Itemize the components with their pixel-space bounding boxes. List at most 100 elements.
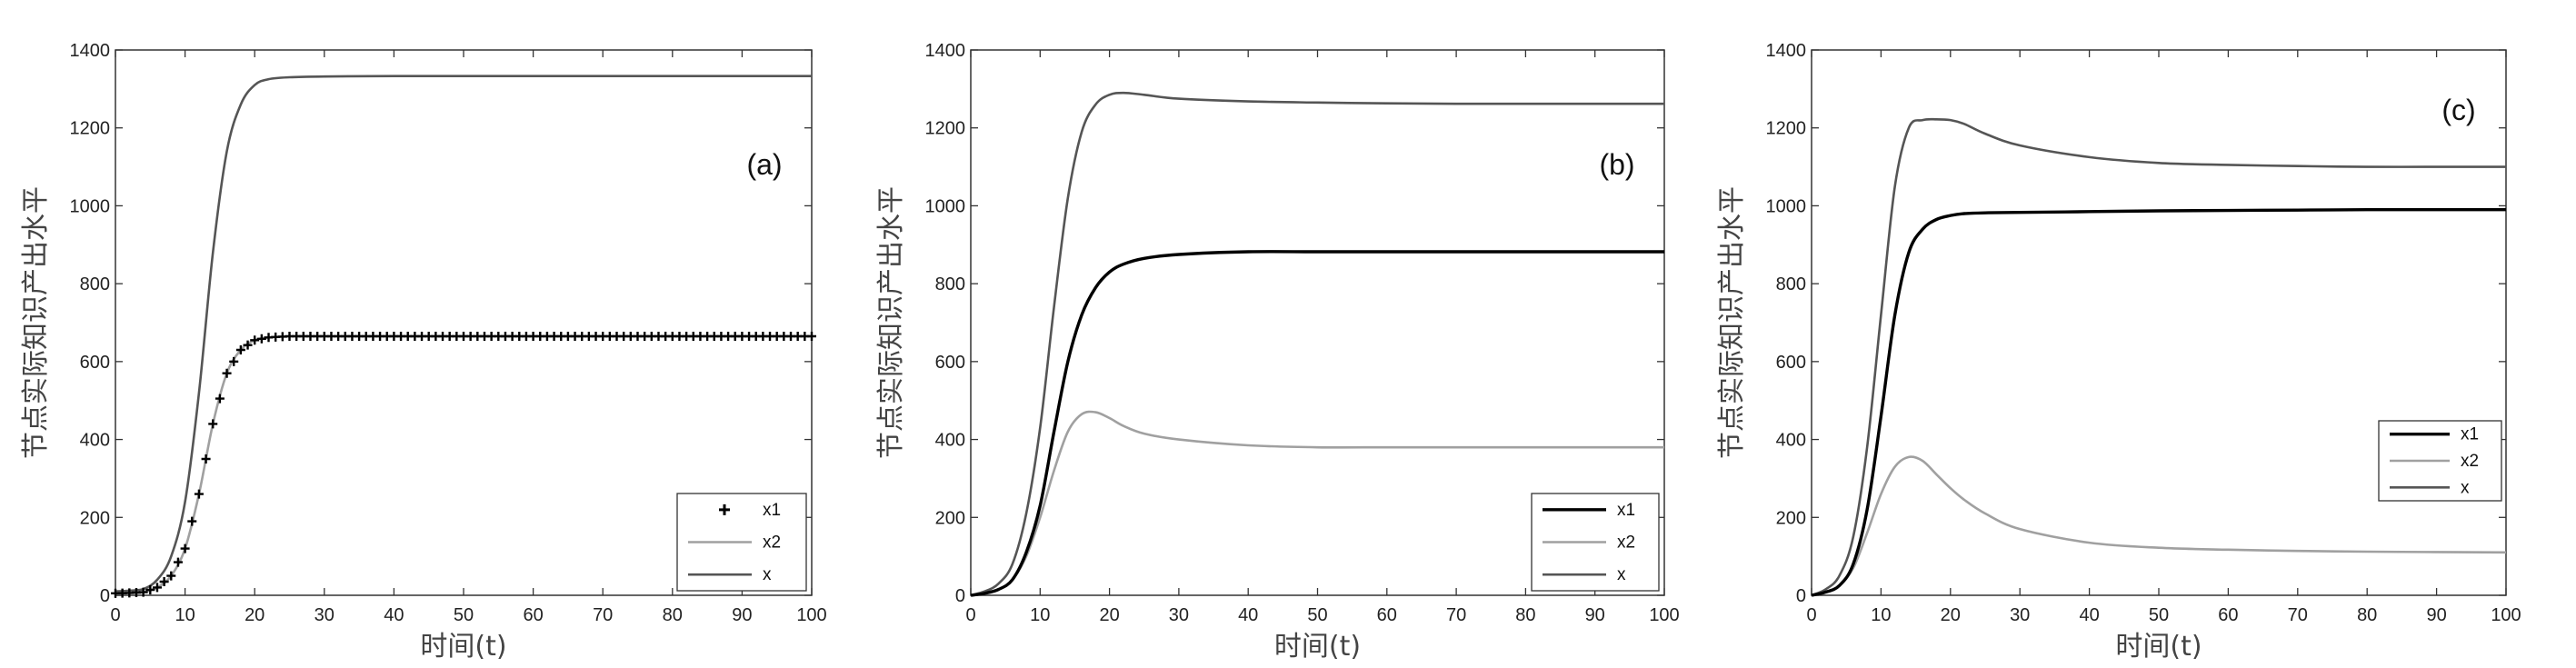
panel-label: (b) xyxy=(1599,148,1634,181)
x-tick-label: 70 xyxy=(1446,605,1466,625)
legend: x1 x2 x xyxy=(1531,493,1660,592)
data-point xyxy=(173,557,183,567)
x-tick-label: 20 xyxy=(1099,605,1119,625)
y-tick-label: 0 xyxy=(100,586,110,606)
legend-label-x: x xyxy=(1617,565,1626,584)
data-point xyxy=(807,332,816,341)
x-tick-label: 60 xyxy=(2218,605,2238,625)
x-axis-label: 时间(t) xyxy=(1274,631,1361,663)
y-tick-label: 1000 xyxy=(70,196,111,216)
legend-label-x2: x2 xyxy=(2461,452,2479,471)
y-tick-label: 1400 xyxy=(925,41,966,61)
series-line xyxy=(970,91,1664,597)
y-tick-label: 200 xyxy=(80,508,110,528)
x-tick-label: 90 xyxy=(1585,605,1605,625)
x-tick-label: 90 xyxy=(2426,605,2446,625)
x-tick-label: 80 xyxy=(2357,605,2377,625)
series-x xyxy=(115,75,812,593)
series-line xyxy=(1811,455,2507,597)
data-point xyxy=(166,571,176,581)
plot-area xyxy=(1811,49,2507,596)
y-tick-label: 1400 xyxy=(70,41,111,61)
y-tick-label: 0 xyxy=(1796,586,1806,606)
x-tick-label: 10 xyxy=(175,605,195,625)
x-tick-label: 70 xyxy=(2288,605,2308,625)
data-point xyxy=(256,334,266,344)
y-tick-label: 800 xyxy=(935,274,965,294)
x-tick-label: 0 xyxy=(110,605,120,625)
x-tick-label: 20 xyxy=(245,605,265,625)
data-point xyxy=(243,340,253,350)
x-tick-label: 30 xyxy=(315,605,334,625)
legend-label-x1: x1 xyxy=(763,501,781,520)
x-tick-label: 0 xyxy=(965,605,975,625)
y-axis-label: 节点实际知识产出水平 xyxy=(20,186,52,459)
x-tick-label: 80 xyxy=(663,605,683,625)
chart-panel-b: 0 10 20 30 40 50 60 70 80 90 100020040060080010001… xyxy=(875,41,1680,663)
y-tick-label: 1400 xyxy=(1766,41,1807,61)
series-x2 xyxy=(1811,455,2507,597)
series-x xyxy=(1811,117,2506,597)
legend: x1 x2 x xyxy=(676,493,807,592)
y-tick-label: 1000 xyxy=(1766,196,1807,216)
legend-label-x2: x2 xyxy=(763,533,781,553)
y-tick-label: 600 xyxy=(935,353,965,373)
x-tick-label: 70 xyxy=(593,605,613,625)
legend-label-x1: x1 xyxy=(2461,425,2479,444)
series-line xyxy=(1811,117,2506,597)
data-point xyxy=(235,345,245,354)
panel-label: (c) xyxy=(2441,94,2475,126)
x-tick-label: 50 xyxy=(454,605,474,625)
data-point xyxy=(250,335,260,345)
series-line xyxy=(970,250,1664,597)
y-axis-label: 节点实际知识产出水平 xyxy=(875,186,907,459)
series-x1 xyxy=(111,332,816,598)
series-line xyxy=(1811,207,2506,597)
series-line xyxy=(115,75,812,593)
x-tick-label: 40 xyxy=(2079,605,2099,625)
legend-label-x1: x1 xyxy=(1617,501,1635,520)
x-tick-label: 40 xyxy=(384,605,404,625)
data-point xyxy=(159,577,169,586)
data-point xyxy=(215,394,225,404)
x-tick-label: 10 xyxy=(1030,605,1050,625)
x-axis-label: 时间(t) xyxy=(2115,631,2202,663)
x-tick-label: 50 xyxy=(1307,605,1327,625)
y-axis-label: 节点实际知识产出水平 xyxy=(1716,186,1748,459)
data-point xyxy=(152,583,162,593)
legend-label-x: x xyxy=(2461,478,2470,497)
x-tick-label: 100 xyxy=(2491,605,2521,625)
x-axis-label: 时间(t) xyxy=(420,631,506,663)
data-point xyxy=(222,368,232,378)
data-point xyxy=(208,419,218,429)
x-tick-label: 40 xyxy=(1238,605,1258,625)
series-x1 xyxy=(970,250,1664,597)
data-point xyxy=(229,356,239,366)
x-tick-label: 100 xyxy=(796,605,826,625)
y-tick-label: 800 xyxy=(1776,274,1806,294)
data-point xyxy=(194,489,204,499)
series-x1 xyxy=(1811,207,2506,597)
x-tick-label: 100 xyxy=(1649,605,1679,625)
x-tick-label: 10 xyxy=(1871,605,1891,625)
y-tick-label: 1200 xyxy=(1766,119,1807,139)
legend: x1 x2 x xyxy=(2378,420,2502,502)
data-point xyxy=(180,543,190,553)
y-tick-label: 400 xyxy=(935,431,965,451)
x-tick-label: 50 xyxy=(2149,605,2169,625)
y-tick-label: 200 xyxy=(935,508,965,528)
y-tick-label: 1200 xyxy=(925,119,966,139)
chart-panel-c: 0 10 20 30 40 50 60 70 80 90 100020040060080010001… xyxy=(1716,41,2521,663)
x-tick-label: 30 xyxy=(1169,605,1189,625)
legend-marker-x1 xyxy=(719,503,730,515)
series-x xyxy=(970,91,1664,597)
x-tick-label: 20 xyxy=(1941,605,1961,625)
y-tick-label: 0 xyxy=(955,586,965,606)
x-tick-label: 90 xyxy=(732,605,752,625)
data-point xyxy=(138,587,148,597)
y-tick-label: 400 xyxy=(1776,431,1806,451)
y-tick-label: 600 xyxy=(80,353,110,373)
y-tick-label: 600 xyxy=(1776,353,1806,373)
y-tick-label: 400 xyxy=(80,431,110,451)
